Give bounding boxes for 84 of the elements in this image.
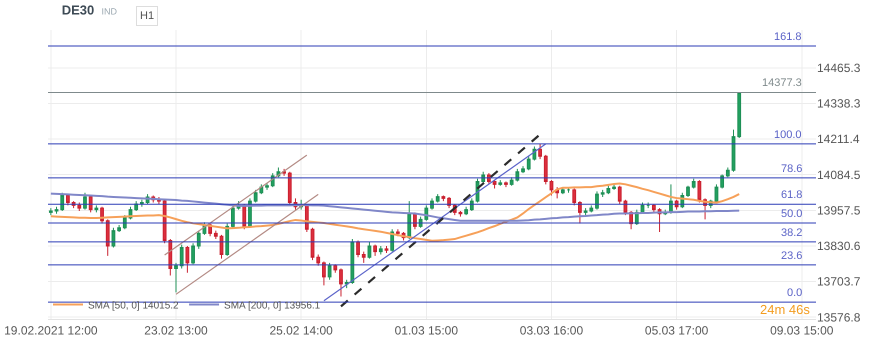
candlestick — [726, 166, 730, 178]
candlestick — [83, 192, 87, 210]
candlestick — [418, 216, 423, 228]
candlestick — [350, 238, 354, 284]
candlestick — [265, 182, 269, 190]
candlestick — [174, 262, 178, 293]
candlestick — [214, 230, 218, 240]
candlestick — [521, 166, 525, 174]
annotation: 24m 46s — [760, 302, 810, 317]
annotation: 23.6 — [781, 250, 802, 262]
chart-subtitle: IND — [102, 6, 118, 16]
candlestick — [368, 241, 372, 260]
annotation: 78.6 — [781, 163, 802, 175]
annotation: 61.8 — [781, 189, 802, 201]
candlestick — [220, 234, 224, 260]
x-tick-label: 01.03 15:00 — [394, 323, 458, 338]
candlestick — [732, 129, 736, 172]
y-tick-label: 13576.8 — [817, 310, 861, 324]
candlestick — [384, 246, 388, 254]
candlestick — [498, 180, 502, 186]
candlestick — [191, 242, 195, 265]
annotation: 50.0 — [781, 208, 802, 220]
legend-label: SMA [200, 0] 13956.1 — [224, 300, 321, 312]
candlestick — [316, 254, 320, 266]
candlestick — [436, 194, 440, 204]
candlestick — [356, 240, 360, 258]
ref-line-label: 14377.3 — [762, 77, 802, 89]
candlestick — [737, 92, 742, 139]
text: H1 — [140, 10, 154, 22]
candlestick — [339, 268, 343, 298]
candlestick — [362, 251, 366, 264]
candlestick — [686, 185, 690, 198]
candlestick — [572, 188, 576, 206]
candlestick — [464, 206, 468, 216]
line-series — [50, 192, 740, 222]
candlestick — [322, 260, 326, 286]
y-tick-label: 14338.3 — [817, 96, 861, 111]
y-tick-label: 14465.3 — [817, 60, 861, 75]
candlestick — [77, 202, 82, 212]
annotation: 161.8 — [774, 31, 802, 43]
chart-title: DE30 — [62, 2, 94, 18]
x-tick-label: 19.02.2021 12:00 — [4, 323, 98, 338]
y-tick-label: 13703.7 — [817, 274, 861, 289]
y-tick-label: 13830.6 — [817, 239, 861, 254]
candlestick — [185, 246, 190, 274]
candlestick — [550, 180, 554, 196]
candlestick — [584, 208, 588, 216]
y-tick-label: 14084.5 — [817, 168, 861, 182]
candlestick — [54, 206, 58, 214]
annotation: 38.2 — [781, 227, 802, 239]
candlestick — [646, 202, 650, 209]
y-tick-label: 13957.5 — [817, 203, 861, 218]
candlestick — [618, 185, 622, 204]
line-series — [50, 182, 740, 242]
candlestick — [566, 186, 570, 194]
x-tick-label: 09.03 15:00 — [770, 323, 834, 338]
candlestick — [458, 210, 462, 218]
candlestick — [640, 202, 644, 214]
candlestick — [48, 208, 53, 216]
legend-label: SMA [50, 0] 14015.2 — [88, 300, 180, 312]
candlestick — [510, 176, 514, 186]
candlestick — [526, 156, 531, 171]
candlestick — [378, 246, 383, 255]
candlestick — [692, 178, 696, 190]
annotation: 0.0 — [787, 287, 802, 299]
candlestick — [504, 181, 508, 188]
candlestick — [328, 262, 332, 280]
candlestick — [94, 204, 98, 213]
candlestick — [589, 204, 594, 213]
candlestick — [578, 200, 582, 224]
x-tick-label: 23.02 13:00 — [144, 323, 208, 338]
candlestick — [492, 180, 496, 190]
candlestick — [310, 227, 314, 261]
annotation: 100.0 — [774, 129, 802, 141]
y-tick-label: 14211.4 — [817, 132, 860, 146]
candlestick — [538, 143, 542, 160]
candlestick — [600, 189, 605, 198]
candlestick — [373, 244, 377, 256]
x-tick-label: 25.02 14:00 — [269, 323, 334, 338]
candlestick — [106, 218, 110, 256]
candlestick — [595, 190, 599, 210]
x-tick-label: 03.03 16:00 — [520, 323, 584, 338]
x-tick-label: 05.03 17:00 — [644, 323, 709, 338]
candlestick — [430, 198, 434, 210]
